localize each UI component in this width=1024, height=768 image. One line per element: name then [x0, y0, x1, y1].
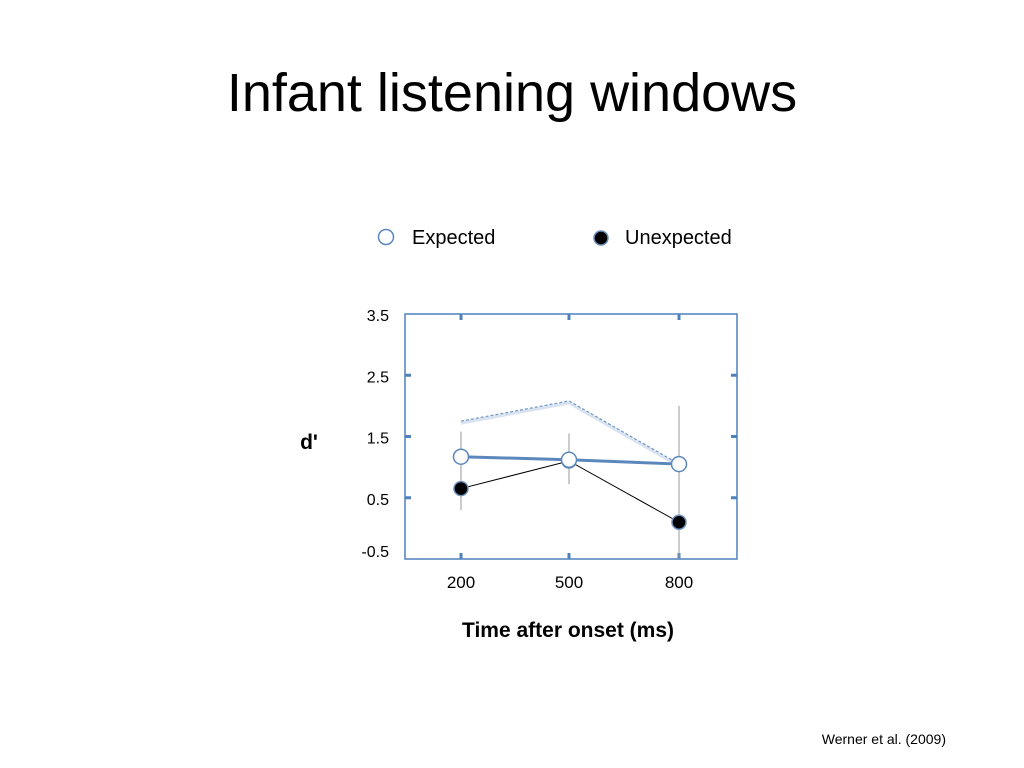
x-tick-label: 800 [665, 573, 693, 592]
x-axis-label: Time after onset (ms) [462, 619, 674, 642]
legend-unexpected-marker [593, 230, 609, 246]
x-tick-label: 200 [447, 573, 475, 592]
y-tick-label: 3.5 [367, 308, 389, 325]
dashed-series-line [460, 400, 680, 465]
x-tick-label: 500 [555, 573, 583, 592]
y-axis-label: d' [300, 431, 318, 454]
citation: Werner et al. (2009) [821, 731, 946, 747]
plot-frame [404, 313, 738, 560]
legend-unexpected-label: Unexpected [625, 227, 732, 249]
slide-title: Infant listening windows [226, 63, 798, 123]
y-tick-label: 1.5 [367, 431, 389, 448]
legend-expected-label: Expected [412, 227, 495, 249]
legend-expected-marker [377, 228, 395, 246]
unexpected-point [453, 480, 469, 497]
y-tick-label: 0.5 [367, 492, 389, 509]
unexpected-series-line [460, 460, 680, 523]
expected-point [670, 455, 688, 473]
expected-point [560, 451, 578, 469]
expected-point [452, 448, 470, 465]
y-tick-label: 2.5 [367, 369, 389, 386]
y-tick-label: -0.5 [361, 544, 389, 561]
dashed-series-shadow [460, 401, 680, 468]
unexpected-point [671, 514, 687, 530]
